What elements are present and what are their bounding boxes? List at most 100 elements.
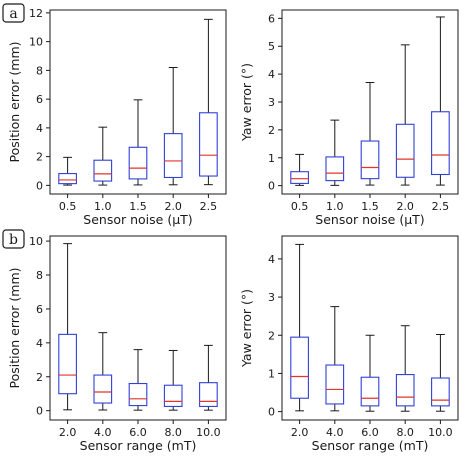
y-tick-label: 0 (268, 180, 275, 193)
x-tick-label: 6.0 (129, 426, 147, 439)
panel-label-b-text: b (9, 232, 18, 248)
y-axis-label: Position error (mm) (7, 268, 22, 389)
y-tick-label: 5 (268, 40, 275, 53)
x-tick-label: 2.0 (291, 426, 309, 439)
x-tick-label: 2.5 (432, 200, 450, 213)
box-1.0 (325, 119, 345, 186)
y-tick-label: 4 (268, 253, 275, 266)
x-axis-label: Sensor noise (μT) (83, 212, 192, 227)
box-2.5 (431, 16, 450, 186)
y-tick-label: 6 (36, 303, 43, 316)
y-axis-label: Yaw error (°) (239, 289, 254, 368)
x-tick-label: 1.5 (129, 200, 147, 213)
x-tick-label: 10.0 (196, 426, 221, 439)
box-iqr (163, 133, 183, 179)
y-axis-label: Yaw error (°) (239, 63, 254, 142)
y-tick-label: 2 (36, 371, 43, 384)
box-4.0 (93, 332, 113, 411)
box-iqr (431, 377, 450, 407)
y-tick-label: 4 (268, 68, 275, 81)
box-iqr (58, 173, 77, 185)
y-tick-label: 2 (268, 124, 275, 137)
box-2.0 (163, 67, 183, 186)
box-2.0 (290, 243, 309, 412)
y-tick-label: 10 (29, 235, 43, 248)
box-iqr (360, 376, 380, 407)
box-0.5 (58, 156, 77, 186)
y-tick-label: 2 (36, 151, 43, 164)
x-axis-label: Sensor range (mT) (80, 438, 197, 453)
box-1.5 (128, 99, 148, 186)
x-tick-label: 4.0 (94, 426, 112, 439)
box-iqr (395, 123, 415, 178)
panel-label-b: b (2, 229, 25, 249)
x-tick-label: 10.0 (428, 426, 453, 439)
box-8.0 (163, 349, 183, 411)
box-iqr (325, 364, 345, 405)
box-2.5 (199, 18, 218, 186)
x-tick-label: 2.0 (164, 200, 182, 213)
box-0.5 (290, 153, 309, 186)
x-tick-label: 2.0 (59, 426, 77, 439)
x-tick-label: 8.0 (164, 426, 182, 439)
box-iqr (325, 156, 345, 182)
y-tick-label: 8 (36, 64, 43, 77)
box-6.0 (128, 349, 148, 411)
x-tick-label: 1.0 (326, 200, 344, 213)
box-iqr (128, 382, 148, 407)
x-tick-label: 2.0 (396, 200, 414, 213)
x-tick-label: 6.0 (361, 426, 379, 439)
panel-label-a: a (2, 3, 25, 23)
y-tick-label: 0 (268, 406, 275, 419)
x-tick-label: 0.5 (59, 200, 77, 213)
panel-label-a-text: a (9, 6, 17, 22)
box-iqr (93, 374, 113, 404)
x-tick-label: 1.0 (94, 200, 112, 213)
chart-2: 0 1 2 3 4 5 6 0.5 1.0 1.5 2.0 2.5 Sensor noise (μT) Y… (239, 9, 459, 227)
box-2.0 (395, 44, 415, 186)
box-4.0 (325, 306, 345, 412)
y-tick-label: 4 (36, 337, 43, 350)
box-iqr (199, 382, 218, 407)
box-iqr (58, 333, 77, 395)
box-iqr (290, 336, 309, 399)
y-axis-label: Position error (mm) (7, 42, 22, 163)
x-tick-label: 0.5 (291, 200, 309, 213)
chart-1: 0 2 4 6 8 10 12 0.5 1.0 1.5 2.0 2.5 Sensor noise (μT… (7, 7, 227, 227)
box-iqr (163, 384, 183, 407)
box-iqr (360, 140, 380, 180)
y-tick-label: 6 (36, 93, 43, 106)
y-tick-label: 4 (36, 122, 43, 135)
box-10.0 (199, 344, 218, 411)
y-tick-label: 8 (36, 269, 43, 282)
x-tick-label: 8.0 (396, 426, 414, 439)
box-6.0 (360, 334, 380, 412)
box-iqr (199, 112, 218, 177)
x-axis-label: Sensor noise (μT) (315, 212, 424, 227)
y-tick-label: 1 (268, 367, 275, 380)
y-tick-label: 0 (36, 405, 43, 418)
box-iqr (93, 159, 113, 182)
y-tick-label: 12 (29, 7, 43, 20)
x-tick-label: 1.5 (361, 200, 379, 213)
box-2.0 (58, 243, 77, 411)
box-8.0 (395, 325, 415, 412)
x-tick-label: 4.0 (326, 426, 344, 439)
x-axis-label: Sensor range (mT) (312, 438, 429, 453)
box-1.5 (360, 81, 380, 186)
y-tick-label: 3 (268, 96, 275, 109)
box-1.0 (93, 126, 113, 186)
y-tick-label: 2 (268, 329, 275, 342)
y-tick-label: 1 (268, 152, 275, 165)
box-iqr (290, 171, 309, 184)
y-tick-label: 0 (36, 179, 43, 192)
x-tick-label: 2.5 (200, 200, 218, 213)
box-iqr (395, 374, 415, 407)
y-tick-label: 3 (268, 291, 275, 304)
box-iqr (128, 146, 148, 180)
